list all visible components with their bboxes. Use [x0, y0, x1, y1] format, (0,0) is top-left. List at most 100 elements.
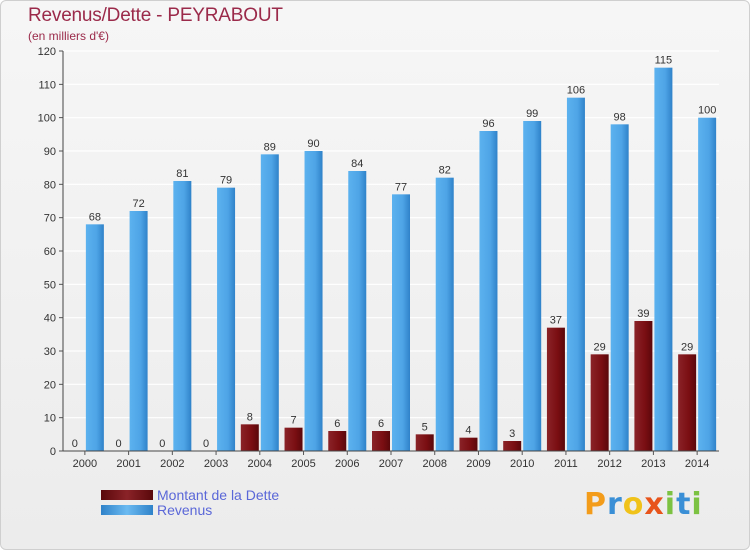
bar-dette-2007	[372, 431, 390, 451]
y-tick-label: 0	[50, 446, 56, 458]
data-label-dette: 39	[637, 308, 649, 320]
data-label-revenus: 96	[482, 118, 494, 130]
bar-revenus-2005	[304, 151, 323, 451]
x-tick-label: 2012	[597, 458, 621, 470]
bar-revenus-2007	[392, 194, 410, 452]
data-label-revenus: 72	[132, 198, 144, 210]
bar-dette-2004	[240, 424, 259, 451]
y-tick-label: 80	[44, 179, 56, 191]
data-label-revenus: 82	[439, 165, 451, 177]
bar-revenus-2014	[698, 117, 717, 452]
bar-dette-2009	[459, 437, 478, 451]
y-tick-label: 50	[44, 279, 56, 291]
x-tick-label: 2010	[510, 458, 534, 470]
bar-dette-2013	[634, 321, 653, 451]
data-label-dette: 5	[422, 421, 428, 433]
data-label-revenus: 100	[698, 105, 716, 117]
data-label-dette: 37	[550, 315, 562, 327]
x-tick-label: 2001	[116, 458, 140, 470]
legend-item-revenus: Revenus	[101, 502, 361, 518]
y-tick-label: 40	[44, 313, 56, 325]
x-tick-label: 2003	[204, 458, 228, 470]
legend-label-dette: Montant de la Dette	[157, 487, 280, 503]
logo-letter: i	[691, 487, 703, 522]
data-label-revenus: 98	[614, 111, 626, 123]
y-tick-label: 30	[44, 346, 56, 358]
x-tick-label: 2008	[422, 458, 446, 470]
bar-dette-2010	[503, 441, 522, 451]
x-tick-label: 2011	[554, 458, 578, 470]
data-label-revenus: 79	[220, 175, 232, 187]
y-tick-label: 90	[44, 146, 56, 158]
y-tick-label: 110	[38, 79, 56, 91]
data-label-revenus: 90	[307, 138, 319, 150]
data-label-revenus: 115	[655, 55, 673, 67]
legend-label-revenus: Revenus	[157, 502, 213, 518]
data-label-dette: 0	[116, 438, 122, 450]
bar-revenus-2013	[654, 67, 673, 452]
y-tick-label: 10	[44, 413, 56, 425]
data-label-dette: 8	[247, 411, 253, 423]
x-tick-label: 2006	[335, 458, 359, 470]
data-label-revenus: 99	[526, 108, 538, 120]
chart-title: Revenus/Dette - PEYRABOUT	[28, 5, 283, 26]
logo-letter: P	[584, 487, 607, 522]
bar-dette-2006	[328, 431, 347, 451]
bar-dette-2012	[590, 354, 609, 451]
data-label-dette: 0	[159, 438, 165, 450]
legend-swatch-revenus	[101, 505, 153, 515]
x-tick-label: 2014	[685, 458, 709, 470]
x-tick-label: 2005	[291, 458, 315, 470]
chart-subtitle: (en milliers d'€)	[28, 29, 109, 43]
logo-letter: r	[607, 487, 623, 522]
data-label-dette: 0	[203, 438, 209, 450]
proxiti-logo: Proxiti	[584, 487, 703, 522]
data-label-dette: 7	[290, 415, 296, 427]
data-label-dette: 29	[594, 341, 606, 353]
logo-letter: x	[644, 487, 665, 522]
data-label-dette: 6	[378, 418, 384, 430]
bar-dette-2014	[678, 354, 697, 451]
bar-revenus-2012	[610, 124, 629, 451]
bar-revenus-2009	[479, 131, 498, 451]
y-tick-label: 20	[44, 379, 56, 391]
logo-letter: t	[676, 487, 692, 522]
logo-letter: o	[622, 487, 645, 522]
y-tick-label: 120	[38, 46, 56, 58]
bar-revenus-2001	[129, 211, 148, 451]
bar-revenus-2008	[435, 177, 454, 451]
bar-revenus-2010	[523, 121, 542, 451]
chart-legend: Montant de la Dette Revenus	[101, 487, 361, 518]
data-label-dette: 4	[465, 425, 471, 437]
bar-revenus-2011	[566, 97, 585, 452]
data-label-dette: 3	[509, 428, 515, 440]
data-label-revenus: 81	[176, 168, 188, 180]
data-label-revenus: 77	[395, 181, 407, 193]
x-tick-label: 2004	[248, 458, 272, 470]
bar-dette-2005	[284, 427, 303, 451]
data-label-dette: 6	[334, 418, 340, 430]
data-label-dette: 0	[72, 438, 78, 450]
y-tick-label: 60	[44, 246, 56, 258]
bar-revenus-2002	[173, 181, 192, 451]
bar-revenus-2000	[85, 224, 104, 451]
x-tick-label: 2009	[466, 458, 490, 470]
data-label-revenus: 106	[567, 85, 585, 97]
y-tick-label: 70	[44, 213, 56, 225]
bar-revenus-2003	[217, 187, 236, 451]
data-label-dette: 29	[681, 341, 693, 353]
data-label-revenus: 84	[351, 158, 363, 170]
logo-letter: i	[664, 487, 677, 522]
x-tick-label: 2002	[160, 458, 184, 470]
data-label-revenus: 68	[89, 211, 101, 223]
bar-dette-2011	[546, 327, 565, 451]
bar-revenus-2004	[260, 154, 279, 452]
x-tick-label: 2013	[641, 458, 665, 470]
bar-revenus-2006	[348, 171, 367, 451]
legend-item-dette: Montant de la Dette	[101, 487, 361, 503]
legend-swatch-dette	[101, 490, 153, 500]
x-tick-label: 2007	[379, 458, 403, 470]
data-label-revenus: 89	[264, 141, 276, 153]
